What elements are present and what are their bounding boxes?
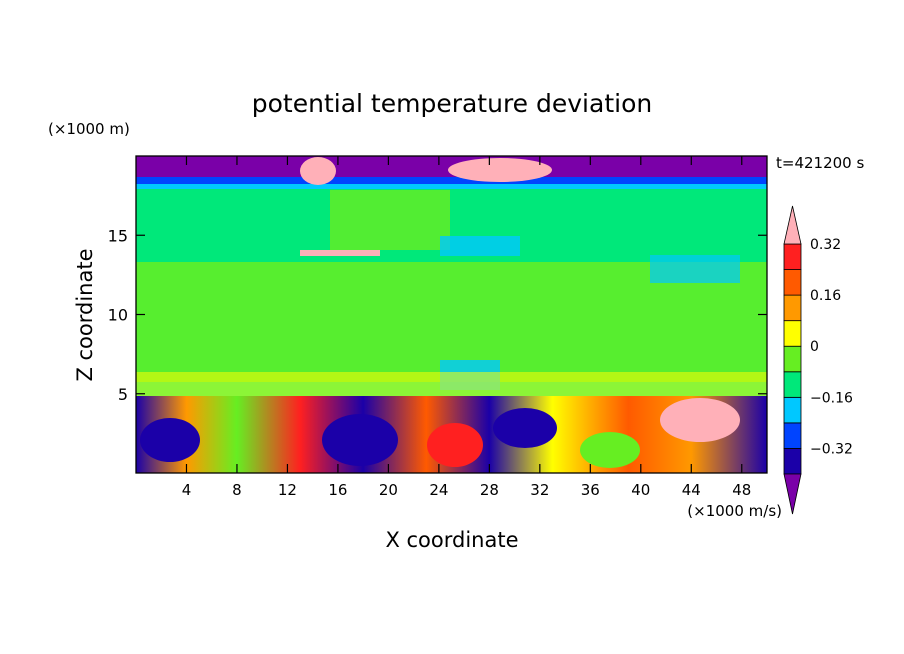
x-tick-label: 32 xyxy=(530,481,549,499)
colorbar-label: 0.32 xyxy=(810,237,841,253)
heatmap-field xyxy=(136,156,767,473)
colorbar-bin xyxy=(783,396,802,424)
x-tick-label: 24 xyxy=(429,481,448,499)
colorbar-max-arrow xyxy=(783,205,802,245)
y-tick-label: 5 xyxy=(118,385,128,404)
colorbar-label: −0.32 xyxy=(810,441,853,457)
y-axis-ticks: 5 10 15 xyxy=(108,226,767,404)
mid-level-cyan-patch xyxy=(650,255,740,283)
upper-cyan-edge xyxy=(136,184,767,189)
x-unit-label: (×1000 m/s) xyxy=(687,502,782,520)
chart-title: potential temperature deviation xyxy=(252,89,652,118)
boundary-eddy xyxy=(660,398,740,442)
x-tick-label: 8 xyxy=(232,481,242,499)
colorbar-bin xyxy=(783,243,802,270)
x-tick-label: 4 xyxy=(182,481,192,499)
colorbar-bin xyxy=(783,294,802,322)
x-tick-label: 28 xyxy=(480,481,499,499)
x-tick-label: 48 xyxy=(732,481,751,499)
x-tick-label: 12 xyxy=(278,481,297,499)
colorbar: 0.32 0.16 0 −0.16 −0.32 xyxy=(783,205,853,515)
x-tick-label: 16 xyxy=(328,481,347,499)
y-tick-label: 15 xyxy=(108,226,128,245)
x-tick-label: 44 xyxy=(682,481,701,499)
boundary-eddy xyxy=(580,432,640,468)
x-axis-label: X coordinate xyxy=(385,528,518,552)
time-label: t=421200 s xyxy=(776,154,864,172)
boundary-eddy xyxy=(322,414,398,466)
colorbar-bin xyxy=(783,320,802,347)
colorbar-min-arrow xyxy=(783,473,802,515)
upper-blue-edge xyxy=(136,177,767,184)
colorbar-bin xyxy=(783,448,802,475)
colorbar-bin xyxy=(783,269,802,296)
mid-level-green-band xyxy=(330,190,450,250)
colorbar-bin xyxy=(783,371,802,398)
x-axis-ticks: 4 8 12 16 20 24 28 32 36 40 44 48 xyxy=(182,156,751,499)
colorbar-label: −0.16 xyxy=(810,390,853,406)
top-positive-blob xyxy=(300,157,336,185)
boundary-eddy xyxy=(140,418,200,462)
y-axis-label: Z coordinate xyxy=(73,248,97,381)
x-tick-label: 20 xyxy=(379,481,398,499)
boundary-eddy xyxy=(493,408,557,448)
colorbar-bin xyxy=(783,345,802,373)
x-tick-label: 40 xyxy=(631,481,650,499)
lower-yellow-band xyxy=(136,372,767,396)
colorbar-label: 0 xyxy=(810,339,819,355)
top-positive-blob xyxy=(448,158,552,182)
colorbar-label: 0.16 xyxy=(810,288,841,304)
colorbar-bin xyxy=(783,422,802,449)
y-unit-label: (×1000 m) xyxy=(48,120,130,138)
y-tick-label: 10 xyxy=(108,306,128,325)
positive-streak xyxy=(300,250,380,256)
x-tick-label: 36 xyxy=(581,481,600,499)
boundary-eddy xyxy=(427,423,483,467)
mid-level-cyan-patch xyxy=(440,236,520,256)
